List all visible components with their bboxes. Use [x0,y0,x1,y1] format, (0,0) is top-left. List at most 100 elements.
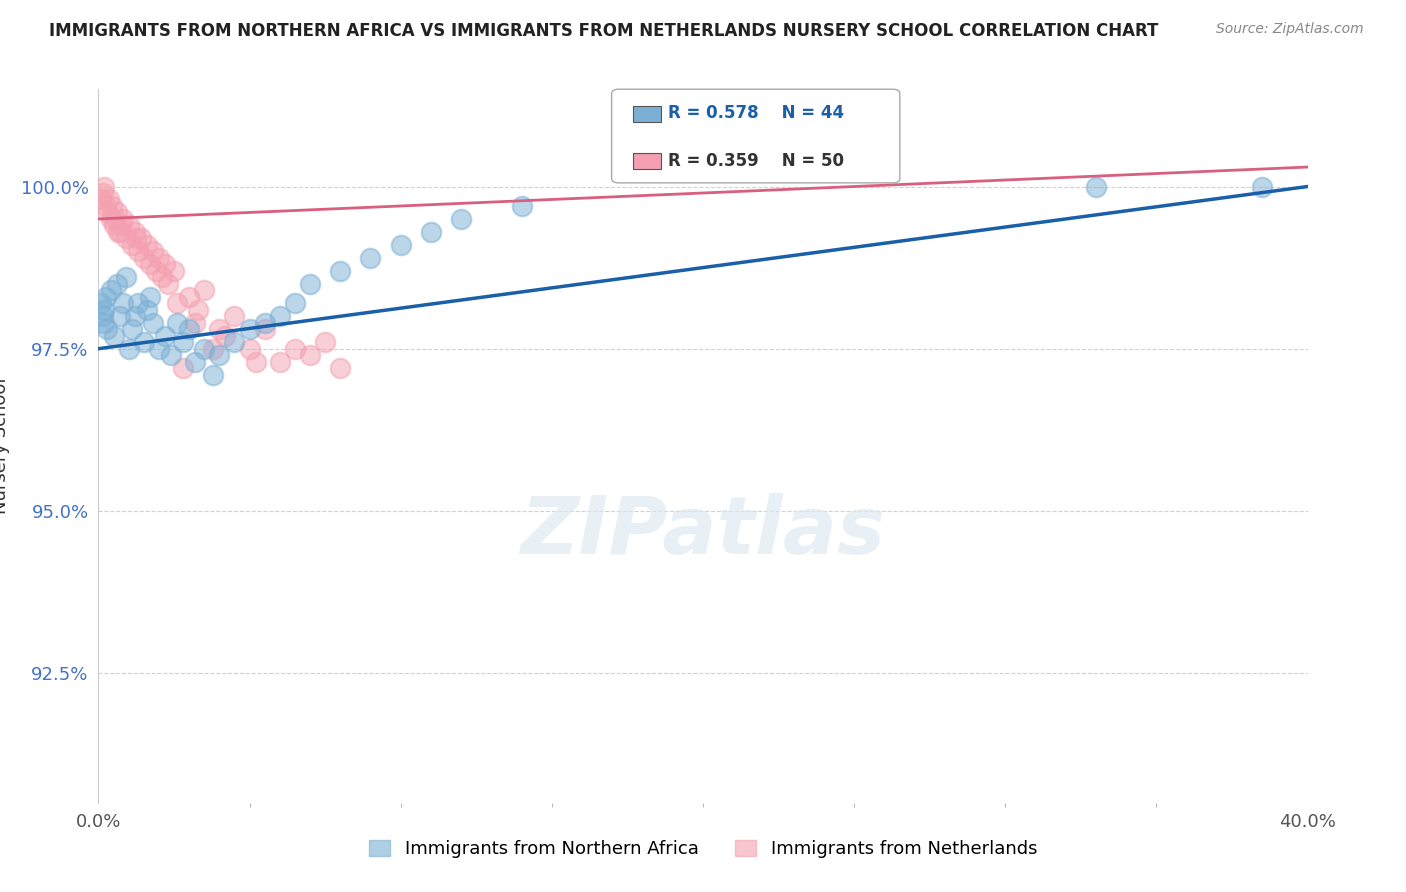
Point [253,316,276,330]
Point [90,193,112,207]
Point [156,277,179,291]
Point [135,238,157,252]
Point [184,316,207,330]
Point [114,231,136,245]
Point [118,342,141,356]
Point [96,205,118,219]
Point [121,238,143,252]
Point [111,211,134,226]
Point [202,368,225,382]
Point [124,310,146,324]
Point [93,179,115,194]
Point [94,290,117,304]
Text: R = 0.359    N = 50: R = 0.359 N = 50 [668,152,844,169]
Point [105,205,128,219]
Point [224,310,246,324]
Text: Source: ZipAtlas.com: Source: ZipAtlas.com [1216,22,1364,37]
Point [179,290,201,304]
Point [179,322,201,336]
Point [202,342,225,356]
Point [148,342,170,356]
Legend: Immigrants from Northern Africa, Immigrants from Netherlands: Immigrants from Northern Africa, Immigra… [361,832,1045,865]
Point [142,244,165,259]
Point [98,193,121,207]
Point [214,328,236,343]
Point [153,257,176,271]
Point [193,283,215,297]
Point [103,219,125,233]
Point [208,322,231,336]
Point [269,310,291,324]
Point [329,264,352,278]
Point [172,361,194,376]
Point [142,316,165,330]
Point [1251,179,1274,194]
Point [100,211,122,226]
Point [1085,179,1108,194]
Point [139,257,162,271]
Point [103,328,125,343]
Point [510,199,533,213]
Text: ZIPatlas: ZIPatlas [520,492,886,571]
Point [114,270,136,285]
Point [314,335,336,350]
Point [91,310,114,324]
Point [127,244,149,259]
Point [150,270,173,285]
Point [121,322,143,336]
Point [166,296,188,310]
Point [450,211,472,226]
Point [118,219,141,233]
Point [124,225,146,239]
Point [389,238,412,252]
Point [91,186,114,200]
Point [360,251,382,265]
Point [111,296,134,310]
Point [100,283,122,297]
Text: IMMIGRANTS FROM NORTHERN AFRICA VS IMMIGRANTS FROM NETHERLANDS NURSERY SCHOOL CO: IMMIGRANTS FROM NORTHERN AFRICA VS IMMIG… [49,22,1159,40]
Point [135,302,157,317]
Point [284,342,307,356]
Point [107,225,129,239]
Point [172,335,194,350]
Point [101,199,124,213]
Point [160,348,183,362]
Point [245,354,267,368]
Point [284,296,307,310]
Point [299,277,322,291]
Point [184,354,207,368]
Point [132,251,155,265]
Point [96,322,118,336]
Point [139,290,162,304]
Point [166,316,188,330]
Point [105,277,128,291]
Point [239,322,262,336]
Point [224,335,246,350]
Point [127,296,149,310]
Point [193,342,215,356]
Y-axis label: Nursery School: Nursery School [0,377,10,515]
Point [153,328,176,343]
Point [108,310,131,324]
Point [145,264,167,278]
Point [90,296,112,310]
Point [132,335,155,350]
Point [93,316,115,330]
Point [125,231,148,245]
Point [104,211,127,226]
Point [148,251,170,265]
Point [108,225,131,239]
Point [94,199,117,213]
Point [163,264,186,278]
Point [329,361,352,376]
Point [93,302,115,317]
Point [299,348,322,362]
Point [187,302,209,317]
Text: R = 0.578    N = 44: R = 0.578 N = 44 [668,104,844,122]
Point [110,219,132,233]
Point [253,322,276,336]
Point [269,354,291,368]
Point [208,348,231,362]
Point [420,225,443,239]
Point [129,231,152,245]
